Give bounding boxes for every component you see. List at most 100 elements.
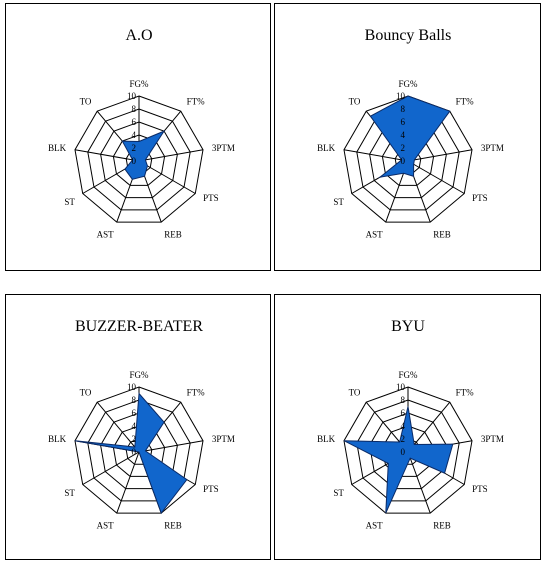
axis-label-st: ST xyxy=(333,488,344,498)
data-series xyxy=(121,130,166,180)
tick-label: 4 xyxy=(401,421,406,431)
tick-label: 2 xyxy=(401,434,406,444)
grid-ring xyxy=(356,108,460,211)
tick-label: 4 xyxy=(401,130,406,140)
tick-label: 0 xyxy=(132,156,137,166)
grid-ring xyxy=(369,121,447,199)
axis-label-blk: BLK xyxy=(48,143,67,153)
axis-label-to: TO xyxy=(80,387,92,397)
radar-chart-byu: BYU 0 2 4 6 8 10 FG% FT% 3PTM PTS REB AST ST BLK TO xyxy=(317,318,504,531)
axis-spoke xyxy=(407,149,473,162)
axis-label-3ptm: 3PTM xyxy=(481,434,504,444)
grid-ring xyxy=(356,399,460,502)
tick-label: 4 xyxy=(132,130,137,140)
chart-title: BUZZER-BEATER xyxy=(75,318,203,335)
tick-label: 8 xyxy=(401,104,406,114)
tick-label: 2 xyxy=(401,143,406,153)
grid-ring xyxy=(112,134,166,186)
grid-ring xyxy=(381,425,435,477)
axis-label-reb: REB xyxy=(433,230,451,240)
radar-chart-bouncy-balls: Bouncy Balls 0 2 4 6 8 10 FG% FT% 3PTM PTS REB AST ST… xyxy=(317,27,504,240)
axis-label-blk: BLK xyxy=(317,434,336,444)
axis-label-ft: FT% xyxy=(187,96,206,106)
axis-spoke xyxy=(343,149,409,162)
tick-label: 2 xyxy=(132,143,137,153)
chart-panel-4: BYU 0 2 4 6 8 10 FG% FT% 3PTM PTS REB AST ST BLK TO xyxy=(274,294,541,560)
axis-label-fg: FG% xyxy=(129,79,149,89)
grid-ring xyxy=(343,95,473,223)
chart-title: A.O xyxy=(125,27,152,44)
axis-label-ft: FT% xyxy=(187,387,206,397)
axis-label-st: ST xyxy=(64,488,75,498)
grid-ring xyxy=(369,412,447,490)
grid-ring xyxy=(74,386,204,514)
axis-spoke xyxy=(138,160,196,194)
tick-label: 6 xyxy=(132,117,137,127)
axis-label-to: TO xyxy=(349,96,361,106)
axis-label-reb: REB xyxy=(164,521,182,531)
axis-label-blk: BLK xyxy=(317,143,336,153)
axis-label-pts: PTS xyxy=(472,484,488,494)
axis-label-ast: AST xyxy=(366,521,384,531)
tick-label: 8 xyxy=(132,104,137,114)
axis-label-fg: FG% xyxy=(398,79,418,89)
axis-label-pts: PTS xyxy=(472,193,488,203)
tick-label: 8 xyxy=(401,395,406,405)
axis-label-pts: PTS xyxy=(203,193,219,203)
axis-spoke xyxy=(82,451,140,485)
grid-ring xyxy=(74,95,204,223)
axis-label-ast: AST xyxy=(366,230,384,240)
chart-panel-2: Bouncy Balls 0 2 4 6 8 10 FG% FT% 3PTM PTS REB AST ST… xyxy=(274,3,541,271)
radar-chart-a-o: A.O 0 2 4 6 8 10 FG% FT% 3PTM PTS REB AST ST BLK TO xyxy=(48,27,235,240)
axis-label-ast: AST xyxy=(97,521,115,531)
grid-ring xyxy=(381,134,435,186)
axis-label-to: TO xyxy=(80,96,92,106)
axis-spoke xyxy=(116,451,140,514)
grid-ring xyxy=(100,121,178,199)
axis-spoke xyxy=(96,401,140,453)
axis-spoke xyxy=(138,440,204,453)
grid-ring xyxy=(87,108,191,211)
grid-ring xyxy=(100,412,178,490)
tick-label: 8 xyxy=(132,395,137,405)
grid-ring xyxy=(112,425,166,477)
axis-spoke xyxy=(407,401,451,453)
tick-label: 10 xyxy=(127,382,137,392)
tick-label: 6 xyxy=(401,408,406,418)
axis-spoke xyxy=(138,149,204,162)
axis-spoke xyxy=(74,149,140,162)
tick-label: 0 xyxy=(401,156,406,166)
tick-label: 6 xyxy=(132,408,137,418)
axis-label-fg: FG% xyxy=(129,370,149,380)
tick-label: 10 xyxy=(396,382,406,392)
tick-label: 4 xyxy=(132,421,137,431)
axis-label-3ptm: 3PTM xyxy=(212,143,235,153)
axis-label-st: ST xyxy=(333,197,344,207)
tick-label: 6 xyxy=(401,117,406,127)
grid-ring xyxy=(87,399,191,502)
axis-label-to: TO xyxy=(349,387,361,397)
axis-spoke xyxy=(407,160,465,194)
chart-panel-1: A.O 0 2 4 6 8 10 FG% FT% 3PTM PTS REB AST ST BLK TO xyxy=(5,3,271,271)
axis-label-blk: BLK xyxy=(48,434,67,444)
axis-label-3ptm: 3PTM xyxy=(481,143,504,153)
axis-label-ast: AST xyxy=(97,230,115,240)
axis-label-ft: FT% xyxy=(456,96,475,106)
chart-title: BYU xyxy=(391,318,425,335)
axis-label-reb: REB xyxy=(433,521,451,531)
tick-label: 0 xyxy=(132,447,137,457)
chart-title: Bouncy Balls xyxy=(365,27,452,44)
data-series xyxy=(343,406,454,514)
axis-spoke xyxy=(407,451,431,514)
radar-chart-buzzer-beater: BUZZER-BEATER 0 2 4 6 8 10 FG% FT% 3PTM PTS REB AST S… xyxy=(48,318,235,531)
data-series xyxy=(369,95,451,179)
axis-label-st: ST xyxy=(64,197,75,207)
axis-label-fg: FG% xyxy=(398,370,418,380)
tick-label: 2 xyxy=(132,434,137,444)
tick-label: 10 xyxy=(396,91,406,101)
tick-label: 0 xyxy=(401,447,406,457)
axis-label-reb: REB xyxy=(164,230,182,240)
tick-label: 10 xyxy=(127,91,137,101)
axis-label-ft: FT% xyxy=(456,387,475,397)
chart-panel-3: BUZZER-BEATER 0 2 4 6 8 10 FG% FT% 3PTM PTS REB AST S… xyxy=(5,294,271,560)
